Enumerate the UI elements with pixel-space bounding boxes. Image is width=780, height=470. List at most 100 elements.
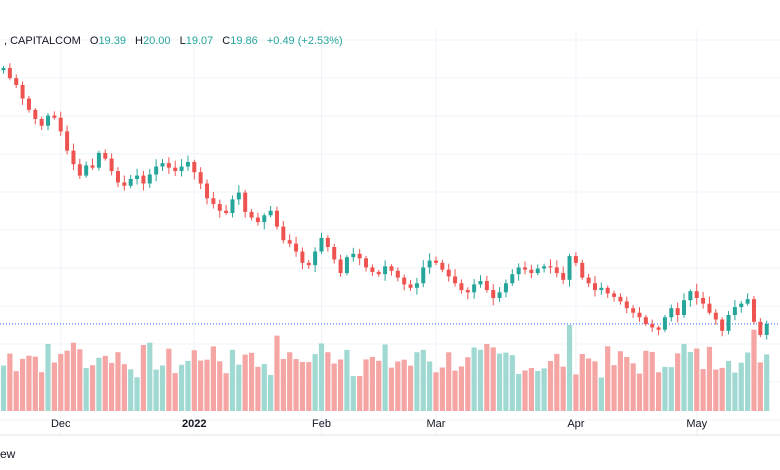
volume-bar bbox=[280, 359, 286, 411]
volume-bar bbox=[757, 362, 763, 411]
volume-bar bbox=[147, 342, 153, 411]
candle-body bbox=[96, 152, 101, 168]
candle-body bbox=[758, 321, 763, 335]
volume-bar bbox=[655, 372, 662, 411]
candle-body bbox=[84, 165, 89, 176]
volume-bar bbox=[643, 350, 649, 411]
candle-body bbox=[103, 152, 108, 159]
volume-bar bbox=[350, 376, 356, 411]
volume-bar bbox=[45, 344, 51, 411]
volume-bar bbox=[458, 366, 465, 411]
candle-body bbox=[90, 165, 95, 168]
volume-bar bbox=[382, 344, 388, 411]
candle-body bbox=[612, 293, 617, 297]
volume-series bbox=[0, 324, 770, 411]
candle-body bbox=[39, 118, 44, 126]
volume-bar bbox=[242, 354, 248, 411]
volume-bar bbox=[706, 346, 713, 411]
candle-body bbox=[65, 131, 70, 151]
volume-bar bbox=[166, 348, 172, 411]
volume-bar bbox=[484, 343, 490, 411]
candle-body bbox=[745, 299, 750, 304]
volume-bar bbox=[427, 361, 433, 411]
candle-body bbox=[465, 290, 470, 293]
volume-bar bbox=[274, 335, 280, 411]
volume-bar bbox=[312, 354, 318, 411]
volume-bar bbox=[229, 349, 236, 411]
candle-body bbox=[478, 281, 483, 285]
volume-bar bbox=[0, 365, 7, 411]
candle-body bbox=[313, 251, 318, 266]
volume-bar bbox=[687, 351, 693, 411]
volume-bar bbox=[299, 361, 306, 411]
candle-body bbox=[274, 210, 279, 227]
candle-body bbox=[14, 78, 19, 85]
candle-body bbox=[542, 266, 547, 269]
candlestick-series bbox=[1, 63, 769, 340]
open-value: 19.39 bbox=[98, 35, 126, 47]
volume-bar bbox=[452, 370, 458, 411]
candle-body bbox=[694, 291, 699, 298]
volume-bar bbox=[51, 362, 57, 411]
candle-body bbox=[370, 267, 375, 272]
x-tick-label: Dec bbox=[51, 418, 71, 430]
candle-body bbox=[395, 270, 400, 278]
candle-body bbox=[580, 262, 585, 278]
volume-bar bbox=[102, 355, 108, 411]
volume-bar bbox=[611, 365, 617, 411]
candle-body bbox=[751, 299, 756, 322]
volume-bar bbox=[732, 372, 738, 411]
candle-body bbox=[135, 175, 140, 179]
volume-bar bbox=[700, 369, 706, 411]
candle-body bbox=[402, 277, 407, 285]
volume-bar bbox=[357, 375, 363, 411]
candle-body bbox=[624, 301, 629, 309]
volume-bar bbox=[605, 346, 611, 411]
volume-bar bbox=[694, 348, 700, 411]
x-tick-label: 2022 bbox=[182, 418, 206, 430]
volume-bar bbox=[598, 377, 604, 411]
candle-body bbox=[453, 276, 458, 284]
volume-bar bbox=[592, 361, 598, 411]
volume-bar bbox=[191, 350, 197, 411]
footer-text: ew bbox=[0, 447, 16, 461]
volume-bar bbox=[159, 365, 166, 411]
candle-body bbox=[376, 271, 381, 275]
candle-body bbox=[618, 296, 623, 302]
candle-body bbox=[262, 215, 267, 223]
volume-bar bbox=[414, 352, 420, 411]
volume-bar bbox=[96, 357, 102, 411]
candle-body bbox=[344, 257, 349, 274]
candle-body bbox=[249, 211, 254, 218]
volume-bar bbox=[751, 329, 757, 411]
candle-body bbox=[325, 237, 330, 247]
candle-body bbox=[414, 283, 419, 288]
candle-body bbox=[338, 259, 343, 274]
volume-bar bbox=[668, 367, 674, 411]
candle-body bbox=[52, 115, 57, 118]
high-label: H bbox=[135, 35, 143, 47]
volume-bar bbox=[675, 353, 681, 411]
price-chart[interactable]: Dec 2022 Feb Mar Apr May bbox=[0, 0, 780, 440]
volume-bar bbox=[662, 366, 668, 411]
volume-bar bbox=[566, 324, 573, 411]
close-label: C bbox=[222, 35, 231, 47]
candle-body bbox=[497, 292, 502, 298]
candle-body bbox=[732, 307, 737, 315]
candle-body bbox=[650, 324, 655, 328]
volume-bar bbox=[764, 354, 770, 411]
candle-body bbox=[109, 158, 114, 172]
candle-body bbox=[217, 203, 222, 211]
candle-body bbox=[421, 267, 426, 284]
candle-body bbox=[548, 266, 553, 268]
candle-body bbox=[46, 115, 51, 126]
volume-bar bbox=[344, 349, 350, 411]
candle-body bbox=[529, 269, 534, 274]
candle-body bbox=[764, 323, 769, 335]
candle-body bbox=[427, 260, 432, 268]
candle-body bbox=[26, 98, 31, 110]
candle-body bbox=[631, 308, 636, 313]
volume-bar bbox=[369, 356, 375, 411]
candle-body bbox=[503, 283, 508, 293]
volume-bar bbox=[586, 358, 592, 411]
